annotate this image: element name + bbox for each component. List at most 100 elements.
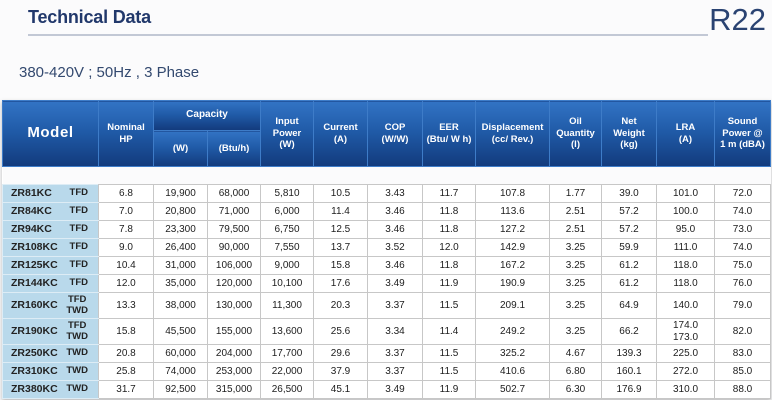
refrigerant-label: R22: [709, 2, 766, 37]
cell: 253,000: [207, 362, 261, 381]
cell: 23,300: [153, 220, 208, 239]
cell: 90,000: [207, 238, 261, 257]
cell: 17.6: [313, 274, 368, 293]
cell: 11.8: [422, 256, 476, 275]
cell: 101.0: [656, 184, 715, 203]
model-cell: ZR380KC TWD: [2, 380, 99, 399]
cell: 76.0: [714, 274, 771, 293]
model-cell: ZR144KC TFD: [2, 274, 99, 293]
cell: 3.52: [367, 238, 423, 257]
col-header-cop: COP (W/W): [367, 100, 423, 167]
cell: 2.51: [549, 202, 602, 221]
cell: 209.1: [475, 292, 550, 319]
table-row: ZR160KC TFD TWD 13.3 38,000 130,000 11,30…: [2, 292, 771, 319]
cell: 85.0: [714, 362, 771, 381]
model-type: TFD: [69, 241, 88, 253]
cell: 35,000: [153, 274, 208, 293]
cell: 3.37: [367, 292, 423, 319]
cell: 3.25: [549, 292, 602, 319]
cell: 310.0: [656, 380, 715, 399]
cell: 11.7: [422, 184, 476, 203]
model-name: ZR81KC: [11, 187, 52, 200]
cell: 118.0: [656, 274, 715, 293]
cell: 37.9: [313, 362, 368, 381]
model-name: ZR125KC: [11, 259, 58, 272]
model-name: ZR144KC: [11, 277, 58, 290]
model-type: TFD TWD: [66, 294, 88, 316]
cell: 155,000: [207, 318, 261, 345]
col-header-input-power: Input Power (W): [260, 100, 314, 167]
cell: 19,900: [153, 184, 208, 203]
cell: 20,800: [153, 202, 208, 221]
cell: 9,000: [260, 256, 314, 275]
technical-data-table: Model Nominal HP Capacity Input Power (W…: [2, 100, 771, 399]
cell: 66.2: [601, 318, 657, 345]
model-type: TFD: [69, 277, 88, 289]
title-rule: [28, 34, 708, 36]
cell: 7.8: [98, 220, 154, 239]
cell: 3.49: [367, 380, 423, 399]
cell: 15.8: [98, 318, 154, 345]
model-cell: ZR125KC TFD: [2, 256, 99, 275]
model-cell: ZR94KC TFD: [2, 220, 99, 239]
cell: 71,000: [207, 202, 261, 221]
cell: 59.9: [601, 238, 657, 257]
cell: 7,550: [260, 238, 314, 257]
cell: 3.25: [549, 318, 602, 345]
cell: 3.25: [549, 256, 602, 275]
cell: 1.77: [549, 184, 602, 203]
model-cell: ZR108KC TFD: [2, 238, 99, 257]
cell: 73.0: [714, 220, 771, 239]
cell: 3.25: [549, 274, 602, 293]
cell: 11.9: [422, 274, 476, 293]
cell: 174.0 173.0: [656, 318, 715, 345]
cell: 64.9: [601, 292, 657, 319]
cell: 11.5: [422, 362, 476, 381]
model-type: TWD: [66, 347, 88, 359]
model-type: TWD: [66, 383, 88, 395]
cell: 45,500: [153, 318, 208, 345]
col-header-nominal-hp: Nominal HP: [98, 100, 154, 167]
cell: 176.9: [601, 380, 657, 399]
col-header-lra: LRA (A): [656, 100, 715, 167]
model-cell: ZR250KC TWD: [2, 344, 99, 363]
cell: 20.8: [98, 344, 154, 363]
cell: 6,750: [260, 220, 314, 239]
model-name: ZR84KC: [11, 205, 52, 218]
table-row: ZR84KC TFD 7.0 20,800 71,000 6,000 11.4 3…: [2, 202, 771, 221]
cell: 127.2: [475, 220, 550, 239]
cell: 12.0: [422, 238, 476, 257]
cell: 139.3: [601, 344, 657, 363]
cell: 11.8: [422, 220, 476, 239]
cell: 3.25: [549, 238, 602, 257]
cell: 3.37: [367, 344, 423, 363]
cell: 12.5: [313, 220, 368, 239]
cell: 61.2: [601, 256, 657, 275]
model-cell: ZR81KC TFD: [2, 184, 99, 203]
cell: 113.6: [475, 202, 550, 221]
table-row: ZR144KC TFD 12.0 35,000 120,000 10,100 17…: [2, 274, 771, 293]
cell: 142.9: [475, 238, 550, 257]
cell: 11.5: [422, 292, 476, 319]
cell: 72.0: [714, 184, 771, 203]
cell: 74.0: [714, 238, 771, 257]
model-cell: ZR310KC TWD: [2, 362, 99, 381]
cell: 3.46: [367, 220, 423, 239]
cell: 17,700: [260, 344, 314, 363]
model-cell: ZR160KC TFD TWD: [2, 292, 99, 319]
cell: 249.2: [475, 318, 550, 345]
cell: 10.5: [313, 184, 368, 203]
cell: 315,000: [207, 380, 261, 399]
model-name: ZR94KC: [11, 223, 52, 236]
model-name: ZR250KC: [11, 347, 58, 360]
cell: 160.1: [601, 362, 657, 381]
cell: 11.4: [422, 318, 476, 345]
cell: 6.8: [98, 184, 154, 203]
col-header-capacity-w: (W): [153, 130, 208, 167]
cell: 167.2: [475, 256, 550, 275]
cell: 15.8: [313, 256, 368, 275]
model-cell: ZR190KC TFD TWD: [2, 318, 99, 345]
cell: 74,000: [153, 362, 208, 381]
col-header-sound-power: Sound Power @ 1 m (dBA): [714, 100, 771, 167]
table-row: ZR380KC TWD 31.7 92,500 315,000 26,500 45…: [2, 380, 771, 399]
